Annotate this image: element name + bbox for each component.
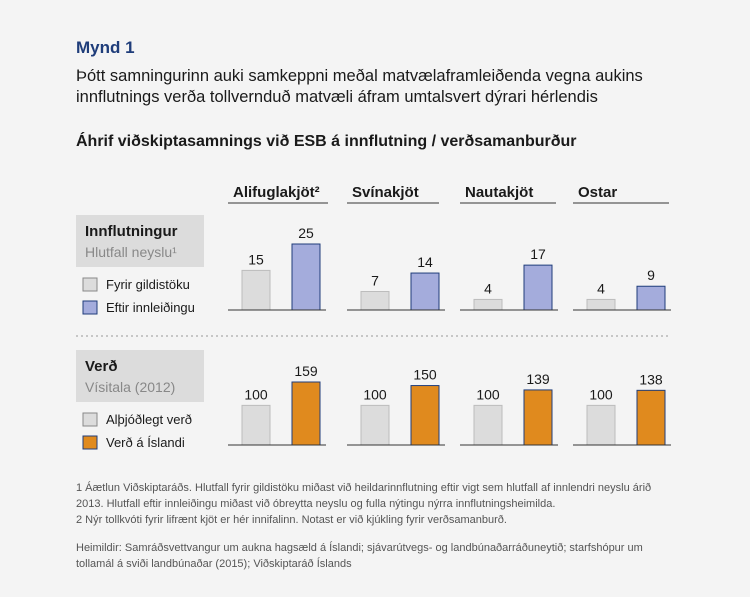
bar-eftir-innlei-ingu-nautakjo-t bbox=[523, 264, 553, 311]
sources: Heimildir: Samráðsvettvangur um aukna ha… bbox=[76, 540, 706, 572]
data-label-fyrir-gildisto-ku-nautakjo-t: 4 bbox=[484, 280, 492, 296]
legend-label-ver-a-i-slandi: Verð á Íslandi bbox=[106, 435, 185, 450]
data-label-eftir-innlei-ingu-svi-nakjo-t: 14 bbox=[417, 254, 433, 270]
category-label-nautakjo-t: Nautakjöt bbox=[465, 184, 533, 201]
bar-ver-a-i-slandi-svi-nakjo-t bbox=[410, 385, 440, 446]
legend-label-fyrir-gildisto-ku: Fyrir gildistöku bbox=[106, 277, 190, 292]
footnote-line-1: 1 Áætlun Viðskiptaráðs. Hlutfall fyrir g… bbox=[76, 482, 652, 494]
category-label-alifuglakjo-t: Alifuglakjöt² bbox=[233, 184, 320, 201]
data-label-eftir-innlei-ingu-nautakjo-t: 17 bbox=[530, 246, 546, 262]
category-label-ostar: Ostar bbox=[578, 184, 617, 201]
data-label-al-jo-legt-ver-nautakjo-t: 100 bbox=[476, 386, 500, 402]
bar-ver-a-i-slandi-nautakjo-t bbox=[523, 389, 553, 446]
legend-label-eftir-innlei-ingu: Eftir innleiðingu bbox=[106, 300, 195, 315]
panel-label-box bbox=[76, 215, 204, 267]
footnote-line-3: 2 Nýr tollkvóti fyrir lifrænt kjöt er hé… bbox=[76, 514, 507, 526]
category-label-svi-nakjo-t: Svínakjöt bbox=[352, 184, 419, 201]
bar-fyrir-gildisto-ku-nautakjo-t bbox=[473, 298, 503, 311]
bar-eftir-innlei-ingu-svi-nakjo-t bbox=[410, 272, 440, 311]
bar-al-jo-legt-ver-svi-nakjo-t bbox=[360, 404, 390, 446]
data-label-al-jo-legt-ver-svi-nakjo-t: 100 bbox=[363, 386, 387, 402]
data-label-ver-a-i-slandi-svi-nakjo-t: 150 bbox=[413, 367, 437, 383]
data-label-ver-a-i-slandi-nautakjo-t: 139 bbox=[526, 371, 550, 387]
data-label-ver-a-i-slandi-ostar: 138 bbox=[639, 371, 663, 387]
panel-title: Innflutningur bbox=[85, 223, 178, 240]
bar-al-jo-legt-ver-alifuglakjo-t bbox=[241, 404, 271, 446]
panel-subtitle: Vísitala (2012) bbox=[85, 379, 175, 395]
legend-swatch-ver-a-i-slandi bbox=[82, 435, 98, 450]
bar-ver-a-i-slandi-ostar bbox=[636, 389, 666, 446]
headline: Þótt samningurinn auki samkeppni meðal m… bbox=[76, 66, 716, 108]
data-label-al-jo-legt-ver-ostar: 100 bbox=[589, 386, 613, 402]
figure-label: Mynd 1 bbox=[76, 38, 135, 57]
panel-title: Verð bbox=[85, 358, 118, 375]
data-label-fyrir-gildisto-ku-ostar: 4 bbox=[597, 280, 605, 296]
footnotes: 1 Áætlun Viðskiptaráðs. Hlutfall fyrir g… bbox=[76, 480, 706, 528]
data-label-al-jo-legt-ver-alifuglakjo-t: 100 bbox=[244, 386, 268, 402]
headline-line-1: Þótt samningurinn auki samkeppni meðal m… bbox=[76, 67, 643, 85]
bar-eftir-innlei-ingu-alifuglakjo-t bbox=[291, 243, 321, 311]
bar-al-jo-legt-ver-ostar bbox=[586, 404, 616, 446]
bar-eftir-innlei-ingu-ostar bbox=[636, 285, 666, 311]
legend-swatch-eftir-innlei-ingu bbox=[82, 300, 98, 315]
sources-line-1: Heimildir: Samráðsvettvangur um aukna ha… bbox=[76, 542, 643, 554]
data-label-fyrir-gildisto-ku-alifuglakjo-t: 15 bbox=[248, 251, 264, 267]
legend-swatch-al-jo-legt-ver bbox=[82, 412, 98, 427]
data-label-ver-a-i-slandi-alifuglakjo-t: 159 bbox=[294, 363, 318, 379]
data-label-eftir-innlei-ingu-alifuglakjo-t: 25 bbox=[298, 225, 314, 241]
data-label-fyrir-gildisto-ku-svi-nakjo-t: 7 bbox=[371, 273, 379, 289]
panel-subtitle: Hlutfall neyslu¹ bbox=[85, 244, 177, 260]
footnote-line-2: 2013. Hlutfall eftir innleiðingu miðast … bbox=[76, 498, 556, 510]
bar-al-jo-legt-ver-nautakjo-t bbox=[473, 404, 503, 446]
bar-fyrir-gildisto-ku-ostar bbox=[586, 298, 616, 311]
data-label-eftir-innlei-ingu-ostar: 9 bbox=[647, 267, 655, 283]
sources-line-2: tollamál á sviði landbúnaðar (2015); Við… bbox=[76, 558, 352, 570]
legend-label-al-jo-legt-ver: Alþjóðlegt verð bbox=[106, 412, 192, 427]
bar-fyrir-gildisto-ku-svi-nakjo-t bbox=[360, 291, 390, 311]
chart-title: Áhrif viðskiptasamnings við ESB á innflu… bbox=[76, 133, 577, 150]
headline-line-2: innflutnings verða tollvernduð matvæli á… bbox=[76, 88, 598, 106]
panel-label-box bbox=[76, 350, 204, 402]
bar-ver-a-i-slandi-alifuglakjo-t bbox=[291, 381, 321, 446]
legend-swatch-fyrir-gildisto-ku bbox=[82, 277, 98, 292]
bar-fyrir-gildisto-ku-alifuglakjo-t bbox=[241, 269, 271, 311]
